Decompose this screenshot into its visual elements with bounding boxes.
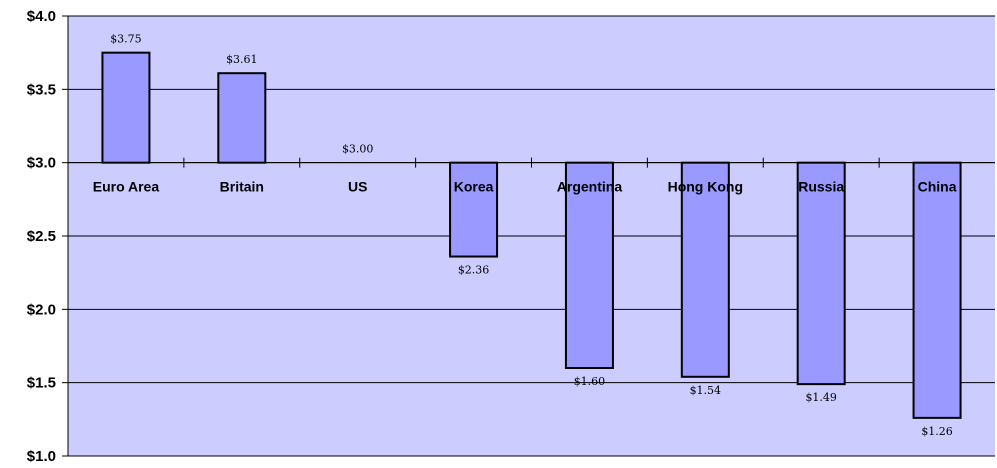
y-tick-label: $3.0 <box>27 155 56 172</box>
category-label: China <box>918 179 957 195</box>
bar <box>217 72 267 164</box>
category-label: Euro Area <box>93 179 160 195</box>
data-label: $1.49 <box>805 391 837 404</box>
y-tick-label: $3.5 <box>27 81 56 98</box>
bar <box>796 161 846 386</box>
bar <box>912 161 962 419</box>
category-label: Hong Kong <box>668 179 743 195</box>
bars <box>101 51 962 419</box>
data-label: $1.54 <box>690 384 722 397</box>
bar <box>449 161 499 258</box>
y-tick-label: $1.0 <box>27 448 56 465</box>
y-tick-label: $1.5 <box>27 375 56 392</box>
data-label: $2.36 <box>458 264 490 277</box>
labels: $1.0 $1.5 $2.0 $2.5 $3.0 $3.5 $4.0 Euro Area $3.… <box>27 8 957 465</box>
data-label: $1.26 <box>921 425 953 438</box>
y-tick-label: $4.0 <box>27 8 56 25</box>
axes <box>62 15 995 457</box>
category-label: Russia <box>798 179 844 195</box>
bar <box>101 51 151 164</box>
category-label: Argentina <box>557 179 623 195</box>
category-label: US <box>348 179 367 195</box>
gridlines <box>68 15 995 457</box>
data-label: $1.60 <box>574 375 606 388</box>
bar <box>564 161 614 369</box>
bar <box>680 161 730 378</box>
data-label: $3.75 <box>110 33 142 46</box>
data-label: $3.00 <box>342 143 374 156</box>
y-tick-label: $2.0 <box>27 301 56 318</box>
category-label: Korea <box>454 179 494 195</box>
y-tick-label: $2.5 <box>27 228 56 245</box>
data-label: $3.61 <box>226 53 258 66</box>
category-label: Britain <box>220 179 264 195</box>
